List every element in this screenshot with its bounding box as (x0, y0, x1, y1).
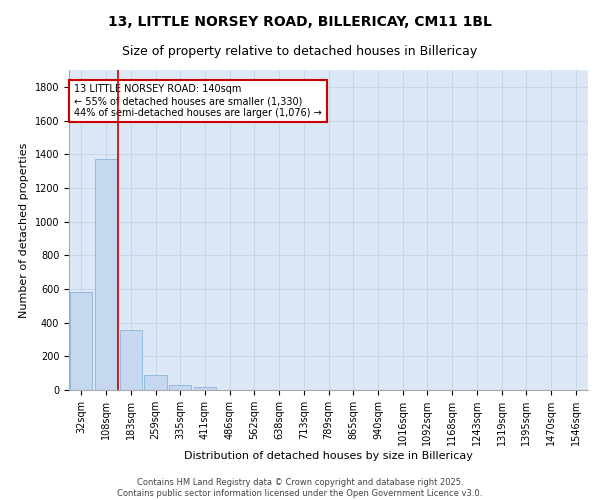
Bar (70, 292, 92, 390)
Text: Size of property relative to detached houses in Billericay: Size of property relative to detached ho… (122, 45, 478, 58)
Bar (95, 160, 117, 390)
Bar (194, 388, 216, 390)
Bar (119, 330, 142, 390)
Y-axis label: Number of detached properties: Number of detached properties (19, 142, 29, 318)
Text: Contains HM Land Registry data © Crown copyright and database right 2025.
Contai: Contains HM Land Registry data © Crown c… (118, 478, 482, 498)
Bar (169, 385, 191, 390)
Text: 13, LITTLE NORSEY ROAD, BILLERICAY, CM11 1BL: 13, LITTLE NORSEY ROAD, BILLERICAY, CM11… (108, 15, 492, 29)
Text: 13 LITTLE NORSEY ROAD: 140sqm
← 55% of detached houses are smaller (1,330)
44% o: 13 LITTLE NORSEY ROAD: 140sqm ← 55% of d… (74, 84, 322, 117)
X-axis label: Distribution of detached houses by size in Billericay: Distribution of detached houses by size … (184, 450, 473, 460)
Bar (145, 375, 167, 390)
